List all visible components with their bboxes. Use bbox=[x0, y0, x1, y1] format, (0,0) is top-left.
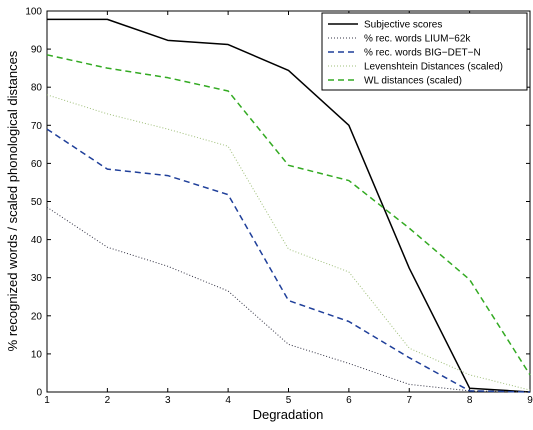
y-tick-label: 100 bbox=[25, 7, 42, 18]
series-line-3 bbox=[46, 128, 531, 393]
legend: Subjective scores % rec. words LIUM−62k % … bbox=[321, 12, 528, 91]
series-line-5 bbox=[46, 54, 531, 376]
y-tick-label: 50 bbox=[31, 197, 43, 208]
y-tick-label: 60 bbox=[31, 159, 43, 170]
y-axis-title: % recognized words / scaled phonological… bbox=[5, 50, 20, 351]
series-line-4 bbox=[46, 94, 531, 391]
legend-label: % rec. words BIG−DET−N bbox=[364, 48, 481, 59]
y-tick-label: 0 bbox=[36, 388, 42, 399]
y-tick-label: 10 bbox=[31, 349, 43, 360]
x-tick-label: 6 bbox=[346, 395, 352, 406]
series-line-1 bbox=[47, 18, 531, 393]
x-tick-label: 4 bbox=[225, 395, 231, 406]
x-tick-label: 3 bbox=[165, 395, 171, 406]
x-axis-title: Degradation bbox=[253, 407, 324, 422]
x-tick-label: 7 bbox=[406, 395, 412, 406]
x-tick-label: 2 bbox=[105, 395, 111, 406]
x-tick-label: 9 bbox=[527, 395, 533, 406]
y-tick-label: 40 bbox=[31, 235, 43, 246]
x-tick-label: 1 bbox=[44, 395, 50, 406]
legend-label: Levenshtein Distances (scaled) bbox=[364, 62, 503, 73]
y-tick-label: 20 bbox=[31, 311, 43, 322]
legend-label: WL distances (scaled) bbox=[364, 76, 462, 87]
series-layer bbox=[46, 18, 531, 393]
legend-box bbox=[321, 12, 528, 91]
legend-label: Subjective scores bbox=[364, 20, 442, 31]
x-tick-label: 8 bbox=[467, 395, 473, 406]
y-tick-label: 80 bbox=[31, 83, 43, 94]
y-tick-label: 30 bbox=[31, 273, 43, 284]
legend-label: % rec. words LIUM−62k bbox=[364, 34, 471, 45]
x-tick-label: 5 bbox=[286, 395, 292, 406]
y-tick-label: 70 bbox=[31, 121, 43, 132]
series-line-2 bbox=[46, 206, 531, 393]
y-tick-label: 90 bbox=[31, 45, 43, 56]
